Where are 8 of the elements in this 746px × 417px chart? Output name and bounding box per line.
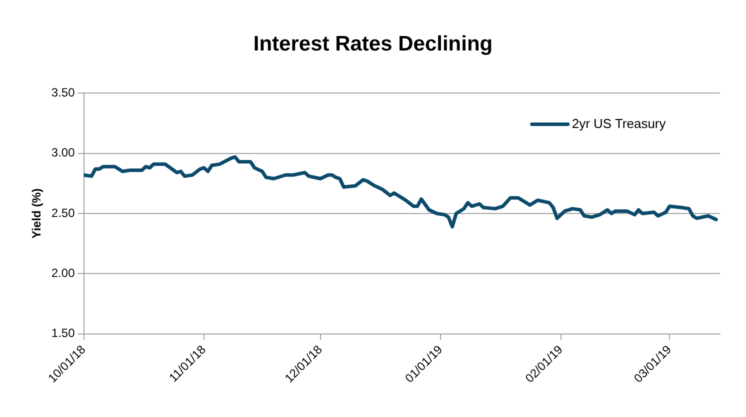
y-tick-label: 2.50 <box>51 206 76 220</box>
y-tick-label: 1.50 <box>51 326 76 340</box>
y-axis-title: Yield (%) <box>30 188 44 239</box>
legend-label: 2yr US Treasury <box>572 116 666 131</box>
y-tick-label: 2.00 <box>51 266 76 280</box>
chart-title: Interest Rates Declining <box>253 32 493 56</box>
y-tick-label: 3.50 <box>51 86 76 100</box>
y-tick-label: 3.00 <box>51 146 76 160</box>
